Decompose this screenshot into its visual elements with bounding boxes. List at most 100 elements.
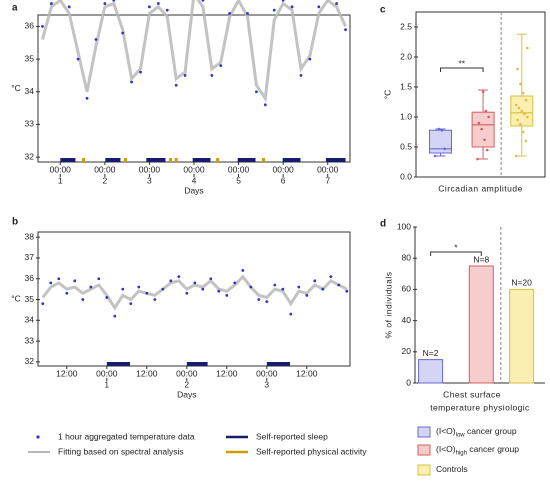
day-label: 1: [58, 175, 63, 185]
y-tick-label: 20: [402, 346, 412, 356]
legend-label: (I<O)high cancer group: [436, 444, 519, 456]
data-point: [153, 298, 157, 301]
data-point: [290, 5, 294, 9]
x-tick-label: 12:00: [56, 368, 78, 378]
x-axis-label: Circadian amplitude: [438, 183, 523, 193]
data-point: [174, 83, 178, 87]
point: [437, 127, 441, 131]
fit-line: [41, 274, 348, 311]
x-tick-label: 00:00: [183, 164, 205, 174]
data-point: [263, 103, 267, 107]
sleep-bar: [146, 158, 166, 162]
x-axis-label: Days: [184, 185, 203, 195]
data-point: [329, 275, 333, 279]
data-point: [201, 0, 205, 2]
point: [483, 138, 486, 142]
data-point: [219, 64, 223, 68]
point: [523, 112, 526, 116]
y-tick-label: 35: [25, 53, 35, 63]
y-tick-label: 32: [25, 356, 35, 366]
point: [524, 98, 528, 102]
x-tick-label: 00:00: [94, 164, 116, 174]
legend-marker: [36, 435, 40, 439]
data-point: [335, 2, 339, 5]
significance-bracket: [440, 67, 484, 72]
point: [433, 154, 437, 158]
day-label: 2: [184, 379, 189, 389]
x-tick-label: 00:00: [228, 164, 250, 174]
data-point: [321, 287, 325, 291]
data-point: [148, 5, 151, 9]
y-tick-label: 1.0: [400, 111, 412, 121]
plot-frame: [415, 11, 546, 178]
data-point: [273, 283, 277, 287]
plot-frame: [37, 231, 351, 367]
data-point: [201, 287, 205, 291]
point: [440, 128, 444, 132]
data-point: [81, 298, 85, 301]
panel-letter: c: [380, 5, 386, 16]
data-point: [41, 25, 44, 28]
data-point: [41, 302, 45, 306]
significance: **: [458, 58, 465, 68]
activity-mark: [123, 158, 127, 162]
day-label: 6: [281, 175, 286, 185]
data-point: [161, 287, 165, 291]
y-tick-label: 0.5: [400, 141, 412, 151]
y-tick-label: 32: [25, 151, 35, 161]
n-label: N=2: [423, 348, 439, 358]
legend-swatch: [417, 426, 431, 438]
legend-text: Controls: [436, 464, 468, 474]
point: [514, 103, 518, 107]
data-point: [281, 0, 285, 2]
data-point: [183, 74, 187, 77]
legend-text: cancer group: [467, 444, 519, 454]
data-point: [297, 285, 301, 289]
data-point: [85, 96, 89, 100]
data-point: [281, 287, 285, 291]
y-tick-label: 34: [25, 86, 35, 96]
legend-swatch: [417, 444, 431, 456]
significance-bracket: [430, 251, 482, 256]
data-point: [246, 11, 249, 15]
point: [476, 157, 479, 161]
data-point: [308, 57, 312, 61]
activity-mark: [168, 158, 172, 162]
n-label: N=8: [473, 254, 489, 264]
y-tick-label: 40: [402, 315, 412, 325]
y-tick-label: 2.5: [400, 21, 412, 31]
point: [484, 109, 488, 113]
y-tick-label: 0.0: [400, 171, 412, 181]
legend-label: 1 hour aggregated temperature data: [58, 431, 195, 441]
sleep-bar: [192, 158, 211, 162]
activity-mark: [81, 158, 85, 162]
data-point: [139, 70, 142, 74]
panel-letter: b: [12, 217, 18, 228]
data-point: [94, 38, 98, 41]
data-point: [255, 90, 258, 94]
data-point: [76, 57, 80, 61]
y-tick-label: 36: [25, 21, 35, 31]
legend-label: Self-reported physical activity: [256, 446, 367, 456]
sleep-bar: [106, 362, 130, 366]
data-point: [57, 277, 61, 281]
x-tick-label: 00:00: [176, 368, 198, 378]
data-point: [241, 269, 245, 272]
data-point: [113, 314, 117, 318]
activity-mark: [262, 158, 266, 162]
data-point: [130, 80, 134, 84]
x-tick-label: 00:00: [317, 164, 339, 174]
data-point: [257, 298, 261, 301]
day-label: 4: [192, 175, 197, 185]
y-tick-label: 2.0: [400, 51, 412, 61]
point: [487, 115, 490, 119]
data-point: [49, 2, 53, 5]
y-tick-label: 0: [406, 377, 411, 387]
point: [517, 106, 521, 110]
x-tick-label: 00:00: [96, 368, 118, 378]
data-point: [228, 11, 232, 15]
data-point: [265, 300, 269, 303]
data-point: [337, 283, 341, 287]
day-label: 5: [236, 175, 241, 185]
